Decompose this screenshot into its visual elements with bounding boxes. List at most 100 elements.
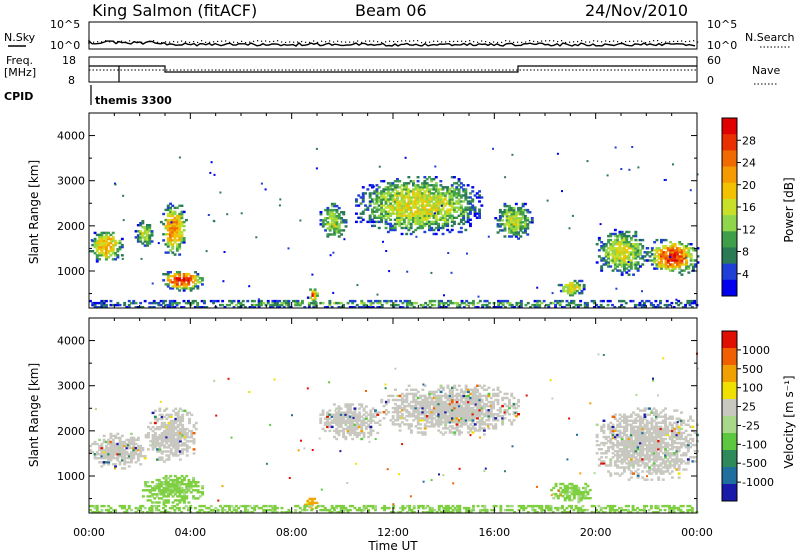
noise-search-dot bbox=[329, 40, 330, 41]
noise-search-dot bbox=[541, 40, 542, 41]
echo-point bbox=[447, 252, 449, 254]
noise-search-dot bbox=[149, 41, 150, 42]
echo-cell bbox=[315, 302, 318, 304]
echo-point bbox=[504, 176, 506, 178]
echo-cell bbox=[517, 405, 520, 407]
echo-cell bbox=[363, 407, 366, 409]
noise-search-dot bbox=[225, 40, 226, 41]
echo-cell bbox=[488, 387, 491, 389]
echo-cell bbox=[167, 283, 170, 285]
echo-point bbox=[405, 157, 407, 159]
echo-cell bbox=[419, 423, 422, 425]
echo-cell bbox=[660, 241, 663, 243]
echo-cell bbox=[126, 451, 129, 453]
echo-cell bbox=[531, 219, 534, 221]
colorbar-segment bbox=[722, 183, 737, 199]
echo-cell bbox=[632, 472, 635, 474]
echo-cell bbox=[596, 440, 599, 442]
echo-cell bbox=[139, 445, 142, 447]
nsearch-label: N.Search bbox=[745, 31, 795, 44]
noise-search-dot bbox=[305, 42, 306, 43]
noise-search-dot bbox=[209, 42, 210, 43]
echo-cell bbox=[167, 245, 170, 247]
echo-cell bbox=[253, 300, 256, 302]
echo-cell bbox=[121, 435, 124, 437]
echo-point bbox=[547, 200, 549, 202]
echo-cell bbox=[340, 217, 343, 219]
echo-cell bbox=[522, 211, 525, 213]
echo-cell bbox=[524, 203, 527, 205]
noise-search-dot bbox=[497, 42, 498, 43]
echo-cell bbox=[654, 300, 657, 302]
echo-point bbox=[288, 247, 290, 249]
echo-cell bbox=[183, 501, 186, 503]
echo-point bbox=[122, 258, 124, 260]
echo-cell bbox=[162, 279, 165, 281]
echo-cell bbox=[614, 229, 617, 231]
echo-cell bbox=[181, 450, 184, 452]
noise-trace bbox=[89, 40, 698, 46]
noise-search-dot bbox=[481, 40, 482, 41]
echo-cell bbox=[519, 235, 522, 237]
echo-cell bbox=[373, 225, 376, 227]
colorbar-tick-label: 4 bbox=[742, 268, 749, 281]
echo-cell bbox=[146, 244, 149, 246]
echo-cell bbox=[369, 426, 372, 428]
echo-cell bbox=[680, 302, 683, 304]
echo-cell bbox=[178, 253, 181, 255]
echo-cell bbox=[174, 408, 177, 410]
echo-cell bbox=[480, 196, 483, 198]
noise-search-dot bbox=[421, 42, 422, 43]
echo-cell bbox=[338, 432, 341, 434]
echo-point bbox=[152, 283, 154, 285]
echo-point bbox=[637, 166, 639, 168]
echo-cell bbox=[246, 300, 249, 302]
echo-cell bbox=[587, 485, 590, 487]
echo-cell bbox=[603, 430, 606, 432]
echo-cell bbox=[408, 385, 411, 387]
echo-point bbox=[441, 205, 443, 207]
echo-cell bbox=[385, 403, 388, 405]
echo-cell bbox=[183, 211, 186, 213]
echo-cell bbox=[98, 258, 101, 260]
echo-cell bbox=[188, 446, 191, 448]
echo-point bbox=[628, 261, 630, 263]
echo-cell bbox=[437, 223, 440, 225]
echo-cell bbox=[586, 302, 589, 304]
echo-cell bbox=[481, 417, 484, 419]
echo-point bbox=[158, 242, 160, 244]
echo-cell bbox=[149, 422, 152, 424]
echo-cell bbox=[149, 499, 152, 501]
y-tick-label: 4000 bbox=[57, 130, 85, 143]
velocity-echo-cells bbox=[89, 353, 699, 514]
echo-cell bbox=[399, 423, 402, 425]
echo-cell bbox=[659, 300, 662, 302]
echo-cell bbox=[481, 399, 484, 401]
echo-cell bbox=[478, 209, 481, 211]
echo-cell bbox=[369, 432, 372, 434]
echo-cell bbox=[417, 391, 420, 393]
echo-cell bbox=[674, 243, 677, 245]
echo-cell bbox=[632, 411, 635, 413]
echo-cell bbox=[169, 475, 172, 477]
echo-point bbox=[332, 292, 334, 294]
noise-search-dot bbox=[533, 41, 534, 42]
echo-cell bbox=[517, 413, 520, 415]
echo-cell bbox=[123, 302, 126, 304]
echo-cell bbox=[121, 244, 124, 246]
echo-cell bbox=[656, 267, 659, 269]
colorbar-segment bbox=[722, 150, 737, 166]
echo-cell bbox=[151, 232, 154, 234]
echo-cell bbox=[362, 219, 365, 221]
noise-search-dot bbox=[509, 41, 510, 42]
echo-point bbox=[451, 272, 453, 274]
noise-search-dot bbox=[505, 40, 506, 41]
echo-cell bbox=[510, 423, 513, 425]
echo-cell bbox=[440, 423, 443, 425]
echo-cell bbox=[497, 419, 500, 421]
colorbar-tick-label: 16 bbox=[742, 201, 756, 214]
noise-search-dot bbox=[621, 42, 622, 43]
echo-cell bbox=[178, 302, 181, 304]
noise-search-dot bbox=[425, 42, 426, 43]
